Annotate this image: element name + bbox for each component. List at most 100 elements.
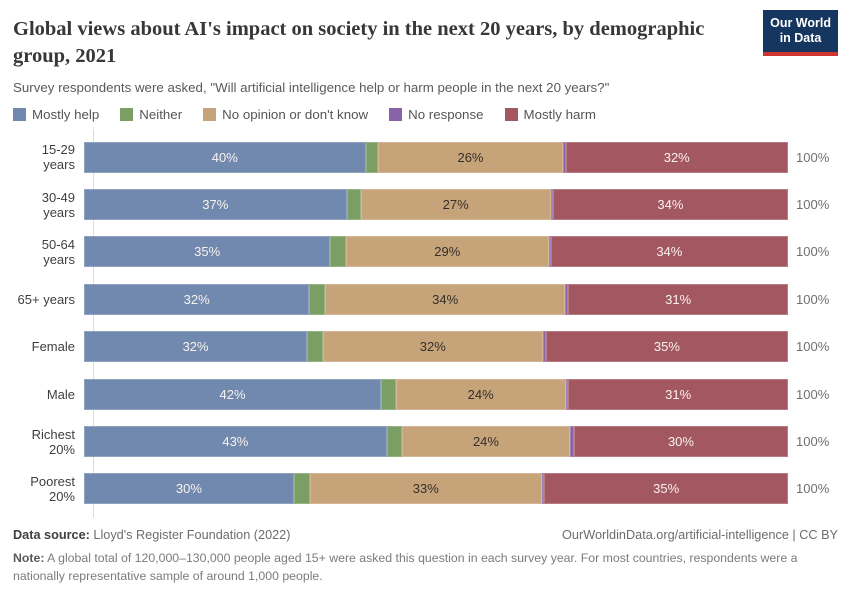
segment-no-response [564, 283, 569, 315]
table-row: Richest 20% 43% 24% 30% 100% [13, 418, 838, 465]
category-label: 15-29 years [41, 142, 75, 173]
segment-mostly-harm: 35% [545, 331, 788, 363]
category-label: 65+ years [17, 291, 75, 307]
legend-item-no-opinion: No opinion or don't know [203, 107, 368, 122]
mostly-help-swatch-icon [13, 107, 26, 121]
segment-value-label: 24% [472, 434, 499, 450]
segment-value-label: 27% [442, 197, 469, 213]
segment-mostly-harm: 31% [568, 283, 788, 315]
segment-neither [309, 283, 326, 315]
footnote-text: A global total of 120,000–130,000 people… [13, 550, 798, 584]
segment-value-label: 35% [653, 481, 680, 497]
segment-value-label: 35% [194, 244, 221, 260]
legend-item-mostly-harm: Mostly harm [504, 106, 596, 122]
legend-item-mostly-help: Mostly help [13, 107, 99, 122]
row-total-label: 100% [796, 244, 830, 260]
row-total-label: 100% [796, 386, 830, 402]
segment-no-opinion: 29% [345, 236, 549, 268]
footnote: Note: A global total of 120,000–130,000 … [13, 549, 838, 586]
data-source-label: Data source: [13, 527, 90, 542]
chart-subtitle: Survey respondents were asked, "Will art… [13, 79, 610, 95]
segment-value-label: 30% [175, 481, 202, 497]
stacked-bar: 32% 32% 35% [84, 331, 788, 363]
segment-value-label: 26% [457, 149, 484, 165]
segment-no-response [562, 141, 566, 173]
segment-mostly-help: 35% [84, 236, 331, 268]
segment-value-label: 24% [467, 386, 494, 402]
segment-no-opinion: 24% [401, 426, 571, 458]
segment-neither [365, 141, 379, 173]
segment-mostly-help: 30% [84, 473, 294, 505]
segment-mostly-harm: 35% [544, 473, 788, 505]
neither-swatch-icon [120, 107, 134, 121]
table-row: 50-64 years 35% 29% 34% 100% [13, 228, 838, 275]
segment-value-label: 29% [434, 244, 461, 260]
segment-no-opinion: 24% [395, 378, 566, 410]
segment-no-response [565, 378, 569, 410]
segment-value-label: 31% [665, 386, 692, 402]
segment-no-opinion: 27% [360, 189, 551, 221]
segment-no-opinion: 33% [309, 473, 542, 505]
row-total-label: 100% [796, 197, 830, 213]
legend-label: Mostly harm [523, 106, 596, 122]
category-label: 50-64 years [41, 236, 75, 267]
segment-value-label: 40% [211, 149, 238, 165]
segment-neither [330, 236, 346, 268]
segment-value-label: 34% [656, 244, 683, 260]
segment-no-opinion: 34% [325, 283, 565, 315]
segment-mostly-harm: 31% [568, 378, 788, 410]
segment-mostly-harm: 34% [550, 236, 788, 268]
category-label: Richest 20% [31, 426, 75, 457]
segment-mostly-help: 40% [84, 141, 366, 173]
category-label: 30-49 years [41, 189, 75, 220]
segment-no-opinion: 26% [378, 141, 563, 173]
no-opinion-swatch-icon [203, 107, 217, 121]
segment-value-label: 33% [412, 481, 439, 497]
no-response-swatch-icon [389, 107, 403, 121]
stacked-bar: 30% 33% 35% [84, 473, 788, 505]
segment-value-label: 32% [183, 291, 210, 307]
table-row: 65+ years 32% 34% 31% 100% [13, 276, 838, 323]
row-total-label: 100% [796, 481, 830, 497]
segment-neither [307, 331, 323, 363]
segment-value-label: 43% [222, 434, 249, 450]
segment-mostly-help: 42% [84, 378, 382, 410]
page-title: Global views about AI's impact on societ… [13, 18, 705, 68]
table-row: 15-29 years 40% 26% 32% 100% [13, 134, 838, 181]
segment-mostly-harm: 34% [552, 189, 788, 221]
row-total-label: 100% [796, 434, 830, 450]
segment-value-label: 32% [182, 339, 209, 355]
segment-value-label: 31% [665, 291, 692, 307]
footnote-label: Note: [13, 550, 45, 565]
category-label: Male [46, 386, 75, 402]
footer-source-row: Data source: Lloyd's Register Foundation… [13, 528, 838, 542]
segment-no-response [541, 473, 545, 505]
row-total-label: 100% [796, 291, 830, 307]
segment-neither [346, 189, 361, 221]
logo-line2: in Data [779, 31, 822, 46]
segment-no-response [542, 331, 546, 363]
legend-label: Neither [139, 106, 183, 122]
segment-no-response [570, 426, 574, 458]
stacked-bar: 37% 27% 34% [84, 189, 788, 221]
segment-value-label: 35% [653, 339, 680, 355]
legend: Mostly help Neither No opinion or don't kn… [13, 107, 838, 122]
legend-label: No response [408, 106, 484, 122]
data-source: Data source: Lloyd's Register Foundation… [13, 528, 290, 542]
segment-value-label: 42% [219, 386, 246, 402]
stacked-bar-chart: 15-29 years 40% 26% 32% 100% 30-49 years 37% 27… [13, 128, 838, 518]
row-total-label: 100% [796, 339, 830, 355]
stacked-bar: 42% 24% 31% [84, 378, 788, 410]
segment-neither [381, 378, 396, 410]
stacked-bar: 43% 24% 30% [84, 426, 788, 458]
segment-value-label: 30% [667, 434, 694, 450]
row-total-label: 100% [796, 149, 830, 165]
segment-mostly-help: 43% [84, 426, 387, 458]
stacked-bar: 35% 29% 34% [84, 236, 788, 268]
data-source-value: Lloyd's Register Foundation (2022) [93, 527, 291, 542]
legend-label: No opinion or don't know [222, 106, 369, 122]
segment-mostly-harm: 32% [565, 141, 788, 173]
table-row: 30-49 years 37% 27% 34% 100% [13, 181, 838, 228]
owid-logo: Our World in Data [763, 10, 838, 56]
